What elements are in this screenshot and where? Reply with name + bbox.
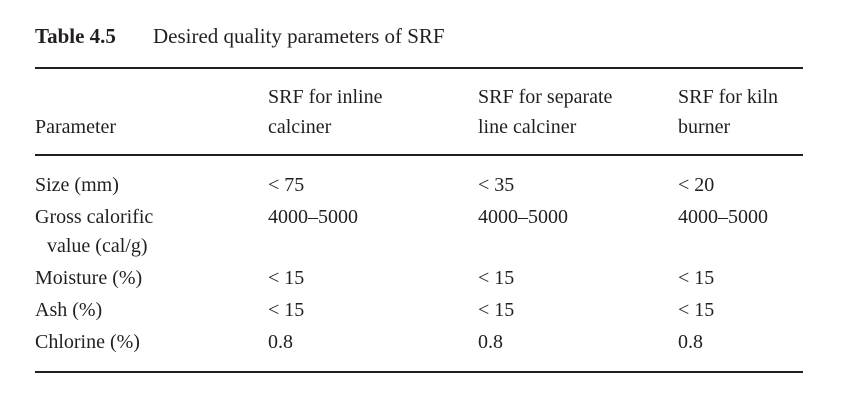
table-cell: 4000–5000 <box>268 206 358 228</box>
header-cell: burner <box>678 116 731 138</box>
table-cell: < 15 <box>268 267 305 289</box>
bottom-rule <box>35 371 803 373</box>
table-cell: 4000–5000 <box>678 206 768 228</box>
table-cell: < 15 <box>478 299 515 321</box>
table-cell: < 35 <box>478 174 515 196</box>
table-cell: 0.8 <box>478 331 503 353</box>
table-cell: 0.8 <box>678 331 703 353</box>
row-label: Size (mm) <box>35 174 119 196</box>
row-label: Ash (%) <box>35 299 103 321</box>
table-cell: < 15 <box>268 299 305 321</box>
header-cell: Parameter <box>35 116 117 138</box>
top-rule <box>35 67 803 69</box>
table-caption: Desired quality parameters of SRF <box>153 24 445 48</box>
table-cell: < 15 <box>678 299 715 321</box>
header-cell: SRF for kiln <box>678 86 779 108</box>
header-cell: SRF for separate <box>478 86 613 108</box>
header-cell: SRF for inline <box>268 86 383 108</box>
row-label: Moisture (%) <box>35 267 143 289</box>
table-cell: < 15 <box>678 267 715 289</box>
header-rule <box>35 154 803 156</box>
table-cell: 0.8 <box>268 331 293 353</box>
row-label: value (cal/g) <box>47 235 148 257</box>
table-label: Table 4.5 <box>35 24 116 48</box>
table-cell: < 20 <box>678 174 715 196</box>
table-cell: < 15 <box>478 267 515 289</box>
header-cell: calciner <box>268 116 332 138</box>
table-cell: 4000–5000 <box>478 206 568 228</box>
row-label: Gross calorific <box>35 206 154 228</box>
row-label: Chlorine (%) <box>35 331 140 353</box>
header-cell: line calciner <box>478 116 577 138</box>
table-cell: < 75 <box>268 174 305 196</box>
